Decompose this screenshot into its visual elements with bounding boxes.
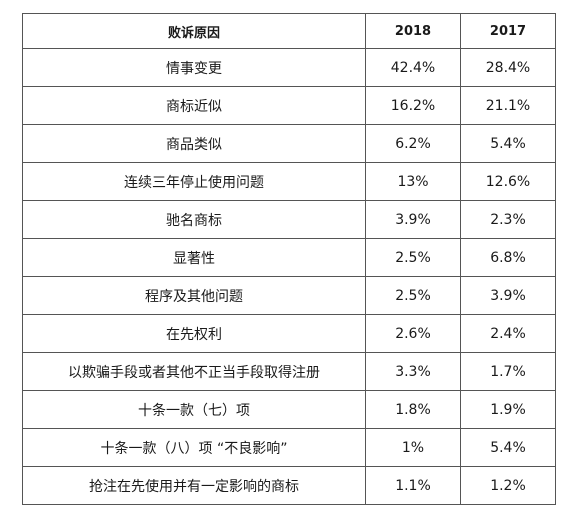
value-2017-cell: 5.4%	[460, 124, 556, 163]
table-row: 以欺骗手段或者其他不正当手段取得注册 3.3% 1.7%	[22, 352, 556, 391]
header-2017: 2017	[460, 13, 556, 49]
value-2018-cell: 2.6%	[365, 314, 461, 353]
table-row: 在先权利 2.6% 2.4%	[22, 314, 556, 353]
reason-cell: 情事变更	[22, 48, 366, 87]
reason-cell: 十条一款（八）项 “不良影响”	[22, 428, 366, 467]
loss-reasons-table-container: 败诉原因 2018 2017 情事变更 42.4% 28.4% 商标近似 16.…	[22, 13, 556, 505]
table-row: 程序及其他问题 2.5% 3.9%	[22, 276, 556, 315]
table-row: 十条一款（八）项 “不良影响” 1% 5.4%	[22, 428, 556, 467]
reason-cell: 驰名商标	[22, 200, 366, 239]
table-row: 商品类似 6.2% 5.4%	[22, 124, 556, 163]
value-2018-cell: 1.1%	[365, 466, 461, 505]
value-2017-cell: 1.7%	[460, 352, 556, 391]
reason-cell: 在先权利	[22, 314, 366, 353]
value-2017-cell: 2.4%	[460, 314, 556, 353]
reason-cell: 以欺骗手段或者其他不正当手段取得注册	[22, 352, 366, 391]
table-row: 抢注在先使用并有一定影响的商标 1.1% 1.2%	[22, 466, 556, 505]
value-2018-cell: 6.2%	[365, 124, 461, 163]
header-2018: 2018	[365, 13, 461, 49]
value-2018-cell: 1.8%	[365, 390, 461, 429]
table-row: 连续三年停止使用问题 13% 12.6%	[22, 162, 556, 201]
value-2017-cell: 5.4%	[460, 428, 556, 467]
reason-cell: 连续三年停止使用问题	[22, 162, 366, 201]
value-2017-cell: 12.6%	[460, 162, 556, 201]
reason-cell: 显著性	[22, 238, 366, 277]
table-row: 情事变更 42.4% 28.4%	[22, 48, 556, 87]
value-2018-cell: 2.5%	[365, 238, 461, 277]
value-2018-cell: 1%	[365, 428, 461, 467]
table-row: 十条一款（七）项 1.8% 1.9%	[22, 390, 556, 429]
value-2018-cell: 16.2%	[365, 86, 461, 125]
value-2017-cell: 2.3%	[460, 200, 556, 239]
loss-reasons-table: 败诉原因 2018 2017 情事变更 42.4% 28.4% 商标近似 16.…	[22, 13, 556, 505]
reason-cell: 商品类似	[22, 124, 366, 163]
value-2017-cell: 28.4%	[460, 48, 556, 87]
table-header-row: 败诉原因 2018 2017	[22, 13, 556, 49]
value-2017-cell: 3.9%	[460, 276, 556, 315]
value-2018-cell: 2.5%	[365, 276, 461, 315]
header-reason: 败诉原因	[22, 13, 366, 49]
reason-cell: 程序及其他问题	[22, 276, 366, 315]
table-row: 商标近似 16.2% 21.1%	[22, 86, 556, 125]
value-2018-cell: 3.9%	[365, 200, 461, 239]
value-2017-cell: 6.8%	[460, 238, 556, 277]
table-row: 驰名商标 3.9% 2.3%	[22, 200, 556, 239]
table-row: 显著性 2.5% 6.8%	[22, 238, 556, 277]
value-2018-cell: 42.4%	[365, 48, 461, 87]
value-2017-cell: 21.1%	[460, 86, 556, 125]
value-2017-cell: 1.9%	[460, 390, 556, 429]
reason-cell: 抢注在先使用并有一定影响的商标	[22, 466, 366, 505]
value-2018-cell: 3.3%	[365, 352, 461, 391]
value-2017-cell: 1.2%	[460, 466, 556, 505]
reason-cell: 商标近似	[22, 86, 366, 125]
value-2018-cell: 13%	[365, 162, 461, 201]
reason-cell: 十条一款（七）项	[22, 390, 366, 429]
